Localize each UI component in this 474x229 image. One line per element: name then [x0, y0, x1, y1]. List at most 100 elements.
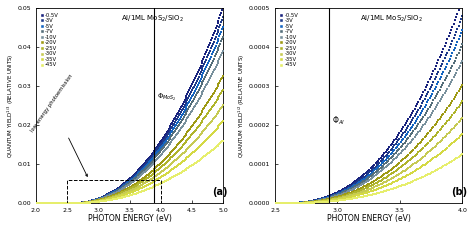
Point — [136, 179, 143, 183]
Point — [373, 184, 381, 188]
Point — [86, 201, 93, 204]
Point — [314, 200, 321, 203]
Point — [197, 133, 204, 136]
Point — [126, 187, 134, 191]
Point — [332, 196, 339, 200]
Point — [58, 201, 66, 205]
Point — [96, 197, 104, 201]
Point — [189, 151, 197, 154]
Point — [445, 145, 452, 148]
Point — [68, 201, 75, 205]
Point — [328, 196, 336, 200]
Point — [53, 201, 60, 205]
Point — [183, 138, 191, 142]
Point — [182, 140, 189, 144]
Point — [219, 120, 226, 124]
Point — [37, 201, 45, 205]
Point — [169, 129, 176, 133]
Point — [139, 179, 147, 183]
Point — [151, 171, 158, 174]
Point — [163, 172, 171, 175]
Point — [172, 120, 179, 124]
Point — [437, 53, 445, 56]
Point — [60, 201, 68, 205]
Point — [165, 164, 173, 168]
Point — [73, 201, 80, 205]
Point — [415, 177, 422, 181]
Point — [440, 47, 447, 50]
Point — [412, 161, 419, 164]
Point — [73, 201, 80, 205]
Point — [206, 97, 214, 101]
Point — [148, 170, 155, 173]
Point — [42, 201, 50, 205]
Point — [363, 186, 371, 189]
Point — [122, 189, 130, 193]
Point — [416, 120, 423, 124]
Point — [437, 139, 445, 143]
Point — [306, 201, 314, 204]
Point — [333, 193, 340, 197]
Point — [44, 201, 52, 205]
Point — [411, 121, 419, 125]
Point — [146, 157, 154, 161]
Point — [394, 139, 402, 142]
Point — [429, 125, 437, 129]
Point — [153, 165, 160, 169]
Point — [216, 124, 223, 127]
Point — [101, 194, 109, 198]
Point — [136, 171, 143, 174]
Point — [206, 65, 214, 69]
Point — [340, 193, 348, 197]
Point — [288, 201, 295, 205]
Point — [160, 150, 168, 153]
Point — [172, 152, 179, 155]
Point — [279, 201, 286, 205]
Point — [320, 196, 328, 200]
Point — [346, 183, 354, 187]
Point — [160, 145, 168, 148]
Point — [378, 165, 386, 169]
Point — [119, 186, 127, 190]
Point — [161, 173, 169, 177]
Point — [440, 164, 447, 168]
Point — [197, 64, 204, 67]
Point — [415, 130, 422, 134]
Point — [33, 201, 41, 205]
Point — [140, 162, 148, 166]
Point — [41, 201, 48, 205]
Point — [338, 189, 346, 193]
Point — [183, 131, 191, 134]
Point — [121, 181, 129, 184]
Point — [84, 200, 91, 203]
Point — [89, 199, 96, 202]
Point — [162, 135, 170, 139]
Point — [149, 185, 156, 189]
Point — [323, 198, 330, 201]
Point — [97, 199, 105, 203]
Point — [363, 188, 371, 192]
Point — [217, 79, 224, 83]
Point — [208, 132, 216, 136]
Point — [393, 163, 401, 166]
Point — [325, 194, 333, 198]
Point — [371, 169, 378, 172]
Point — [408, 156, 416, 160]
Point — [432, 105, 440, 109]
Point — [292, 201, 300, 204]
Point — [179, 112, 186, 115]
Point — [208, 61, 216, 65]
Point — [163, 146, 171, 150]
Point — [204, 123, 212, 127]
Point — [140, 171, 148, 174]
Point — [110, 197, 118, 201]
Point — [142, 180, 150, 184]
Point — [199, 90, 206, 94]
Point — [217, 32, 224, 36]
Point — [129, 183, 137, 187]
Point — [330, 194, 338, 198]
Point — [155, 143, 162, 147]
Point — [173, 157, 181, 161]
Point — [190, 122, 198, 125]
Point — [294, 201, 301, 205]
